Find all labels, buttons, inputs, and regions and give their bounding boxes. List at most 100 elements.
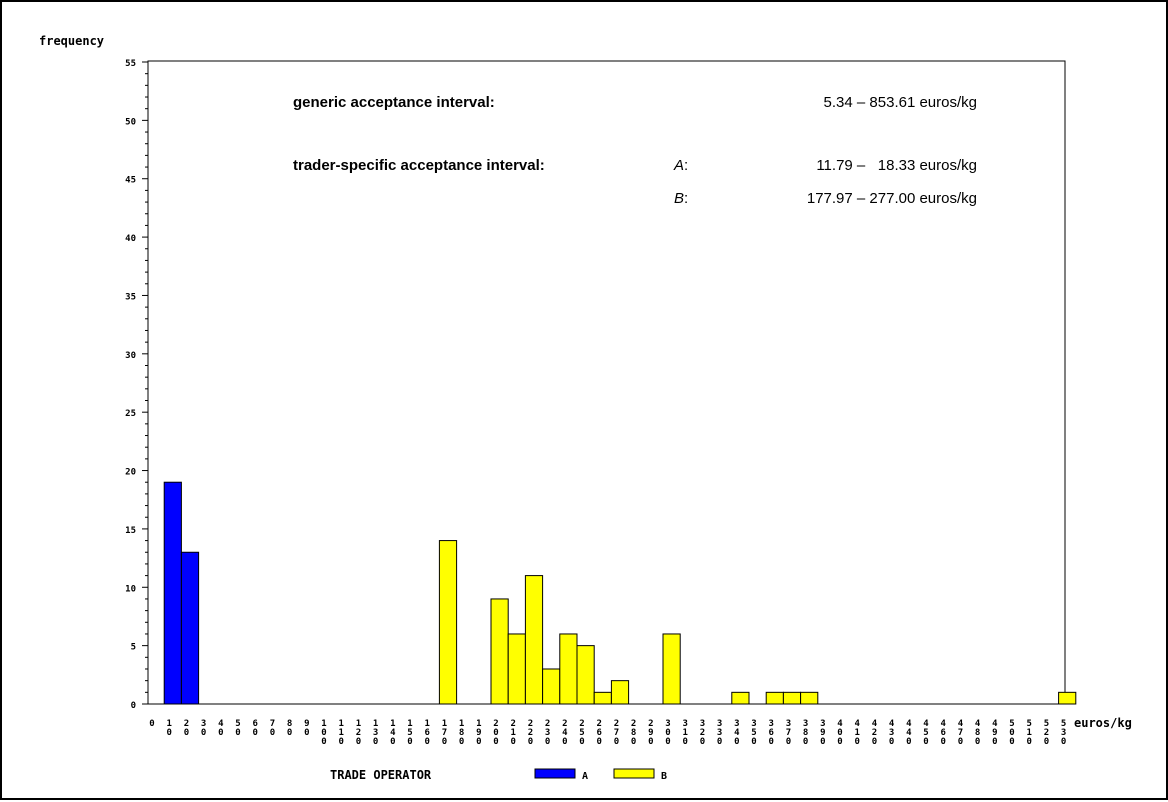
y-axis-label: frequency — [39, 34, 104, 48]
y-tick-label: 0 — [131, 701, 136, 711]
bars — [163, 481, 1077, 705]
bar-b — [765, 691, 784, 705]
y-tick-label: 20 — [125, 468, 136, 478]
y-tick-label: 15 — [125, 526, 136, 536]
legend-label-a: A — [582, 771, 588, 782]
bar-b — [1058, 691, 1077, 705]
bar-b — [731, 691, 750, 705]
y-tick-label: 50 — [125, 117, 136, 127]
bar-b — [576, 645, 595, 705]
bar-b — [800, 691, 819, 705]
y-tick-label: 30 — [125, 351, 136, 361]
bar-b — [507, 633, 526, 705]
bar-b — [559, 633, 578, 705]
y-tick-label: 45 — [125, 176, 136, 186]
bar-b — [782, 691, 802, 705]
operator-b-letter: B — [674, 190, 684, 207]
specific-interval-label: trader-specific acceptance interval: — [293, 157, 545, 174]
legend-swatch-a — [534, 768, 576, 779]
bar-a — [163, 481, 182, 705]
legend: TRADE OPERATOR A B — [330, 768, 667, 782]
generic-interval-value: 5.34 – 853.61 euros/kg — [824, 94, 977, 111]
operator-b-interval: 177.97 – 277.00 euros/kg — [807, 190, 977, 207]
operator-b-label: B: — [674, 190, 688, 207]
legend-label-b: B — [661, 771, 667, 782]
y-tick-label: 35 — [125, 292, 136, 302]
bar-b — [662, 633, 681, 705]
y-axis: 0 5 10 15 20 25 30 35 40 45 50 55 — [125, 59, 148, 711]
operator-a-interval: 11.79 – 18.33 euros/kg — [816, 157, 977, 174]
generic-interval-label: generic acceptance interval: — [293, 94, 495, 111]
legend-swatch-b — [613, 768, 655, 779]
x-tick-label: 0 — [149, 719, 154, 729]
bar-a — [180, 551, 200, 705]
bar-b — [593, 691, 612, 705]
operator-a-letter: A — [673, 157, 684, 174]
bar-b — [610, 680, 630, 705]
x-axis: 0 1 0 2 0 3 0 4 0 5 0 6 0 7 0 8 0 9 0 1 0 0 1 1 0 1 2 0 1 3 0 1 4 0 1 5 0 1 6 0… — [149, 719, 1066, 747]
bar-b — [490, 598, 509, 705]
bar-b — [438, 540, 458, 705]
bar-b — [524, 575, 544, 705]
y-tick-label: 55 — [125, 59, 136, 69]
y-tick-label: 10 — [125, 584, 136, 594]
y-tick-label: 5 — [131, 643, 136, 653]
annotations: generic acceptance interval: 5.34 – 853.… — [293, 94, 977, 207]
operator-a-label: A: — [673, 157, 688, 174]
legend-title: TRADE OPERATOR — [330, 768, 432, 782]
y-tick-label: 40 — [125, 234, 136, 244]
